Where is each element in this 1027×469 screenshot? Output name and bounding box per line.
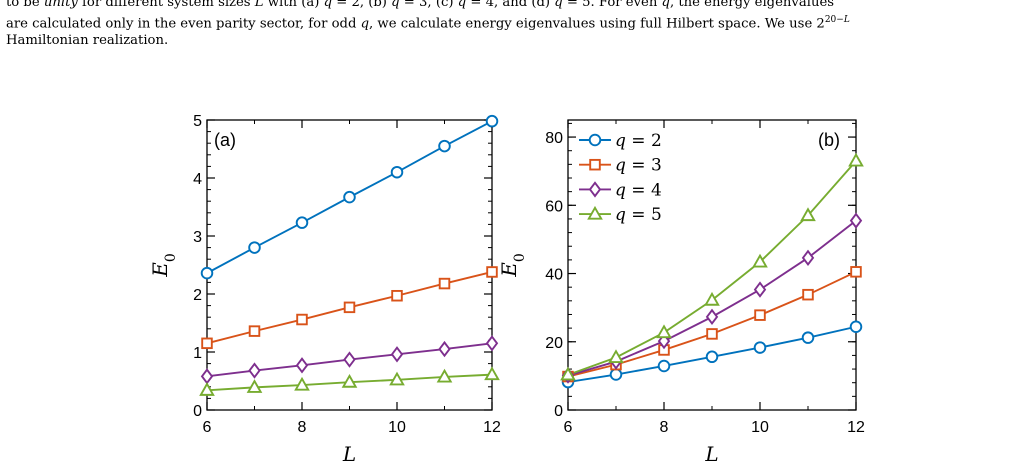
y-tick-label: 20 — [545, 335, 563, 352]
y-axis-label: E0 — [148, 253, 179, 278]
data-point-q3 — [754, 309, 766, 321]
x-axis-label: L — [704, 442, 718, 466]
data-point-q2 — [200, 266, 214, 280]
data-point-q3 — [802, 288, 814, 301]
panel-label: (a) — [214, 130, 236, 150]
data-point-q2 — [609, 368, 623, 381]
data-point-q3 — [296, 313, 308, 326]
x-tick-label: 8 — [298, 419, 307, 436]
x-tick-label: 12 — [847, 419, 865, 436]
data-point-q5 — [246, 379, 263, 393]
legend-variable: q — [615, 156, 626, 176]
legend-label-q3: q = 3 — [615, 156, 662, 176]
y-tick-label: 3 — [193, 229, 202, 246]
y-tick-label: 80 — [545, 130, 563, 147]
data-point-q4 — [200, 368, 214, 385]
x-tick-label: 6 — [564, 419, 573, 436]
data-point-q5 — [389, 371, 405, 386]
data-point-q2 — [657, 359, 671, 373]
data-point-q5 — [199, 382, 215, 396]
data-point-q5 — [484, 366, 500, 381]
data-point-q3 — [201, 337, 213, 350]
data-point-q4 — [705, 308, 719, 326]
data-point-q2 — [438, 139, 451, 153]
data-point-q4 — [343, 351, 356, 368]
y-tick-label: 4 — [193, 171, 202, 188]
data-point-q3 — [850, 266, 862, 278]
legend-marker-q2 — [588, 133, 602, 147]
y-axis-label-subscript: 0 — [512, 253, 528, 262]
y-tick-label: 40 — [545, 267, 563, 284]
x-tick-label: 10 — [751, 419, 769, 436]
data-point-q3 — [706, 328, 718, 340]
legend-label-q4: q = 4 — [615, 180, 662, 200]
x-tick-label: 8 — [660, 419, 669, 436]
data-point-q2 — [343, 190, 356, 204]
legend-variable: q — [615, 180, 626, 200]
data-point-q3 — [486, 266, 498, 278]
y-axis-label-subscript: 0 — [163, 253, 179, 262]
caption-line-3: Hamiltonian realization. — [6, 33, 169, 49]
legend-marker-q3 — [589, 158, 601, 171]
data-point-q5 — [560, 366, 576, 381]
data-point-q5 — [704, 291, 720, 306]
series-line-q5 — [567, 160, 857, 376]
data-point-q5 — [294, 376, 310, 391]
data-point-q2 — [485, 114, 499, 128]
data-point-q2 — [390, 165, 404, 179]
data-point-q5 — [608, 349, 624, 364]
data-point-q4 — [438, 340, 451, 358]
legend-variable: q — [615, 205, 626, 225]
y-tick-label: 60 — [545, 198, 563, 215]
y-tick-label: 0 — [554, 403, 563, 420]
data-point-q2 — [753, 341, 767, 354]
data-point-q4 — [801, 249, 815, 267]
x-tick-label: 6 — [203, 419, 212, 436]
data-point-q5 — [752, 253, 768, 268]
data-point-q4 — [295, 357, 309, 374]
y-tick-label: 5 — [193, 113, 202, 130]
y-axis-label: E0 — [497, 253, 528, 278]
data-point-q4 — [485, 335, 499, 352]
data-point-q5 — [656, 324, 672, 339]
x-tick-label: 10 — [388, 419, 406, 436]
x-axis-label: L — [342, 442, 356, 466]
legend: q = 2 q = 3 q = 4 q = 5 — [579, 131, 662, 225]
data-point-q2 — [801, 331, 815, 344]
data-point-q3 — [438, 277, 451, 290]
data-point-q2 — [295, 216, 309, 229]
data-point-q2 — [705, 350, 719, 364]
data-point-q4 — [657, 332, 671, 350]
legend-marker-q4 — [588, 181, 602, 198]
legend-marker-q5 — [587, 205, 603, 220]
data-point-q5 — [341, 373, 358, 388]
y-tick-label: 0 — [193, 403, 202, 420]
data-point-q5 — [436, 368, 453, 383]
data-point-q2 — [849, 320, 863, 334]
data-point-q5 — [800, 207, 816, 222]
data-point-q4 — [248, 362, 261, 379]
x-tick-label: 12 — [483, 419, 501, 436]
caption-line-2: are calculated only in the even parity s… — [6, 14, 850, 31]
data-point-q4 — [390, 346, 404, 363]
legend-label-q2: q = 2 — [615, 131, 662, 151]
data-point-q3 — [391, 289, 403, 302]
legend-variable: q — [615, 131, 626, 151]
figure-caption: to be unity for different system sizes L… — [6, 0, 1021, 50]
y-tick-label: 1 — [193, 345, 202, 362]
data-point-q3 — [343, 301, 356, 314]
data-point-q4 — [753, 281, 767, 298]
legend-label-q5: q = 5 — [615, 205, 662, 225]
caption-line-1: to be unity for different system sizes L… — [6, 0, 835, 10]
y-tick-label: 2 — [193, 287, 202, 304]
data-point-q5 — [848, 152, 864, 167]
data-point-q2 — [248, 241, 261, 254]
data-point-q3 — [248, 325, 261, 337]
panel-label: (b) — [818, 130, 840, 150]
data-point-q4 — [849, 212, 863, 229]
